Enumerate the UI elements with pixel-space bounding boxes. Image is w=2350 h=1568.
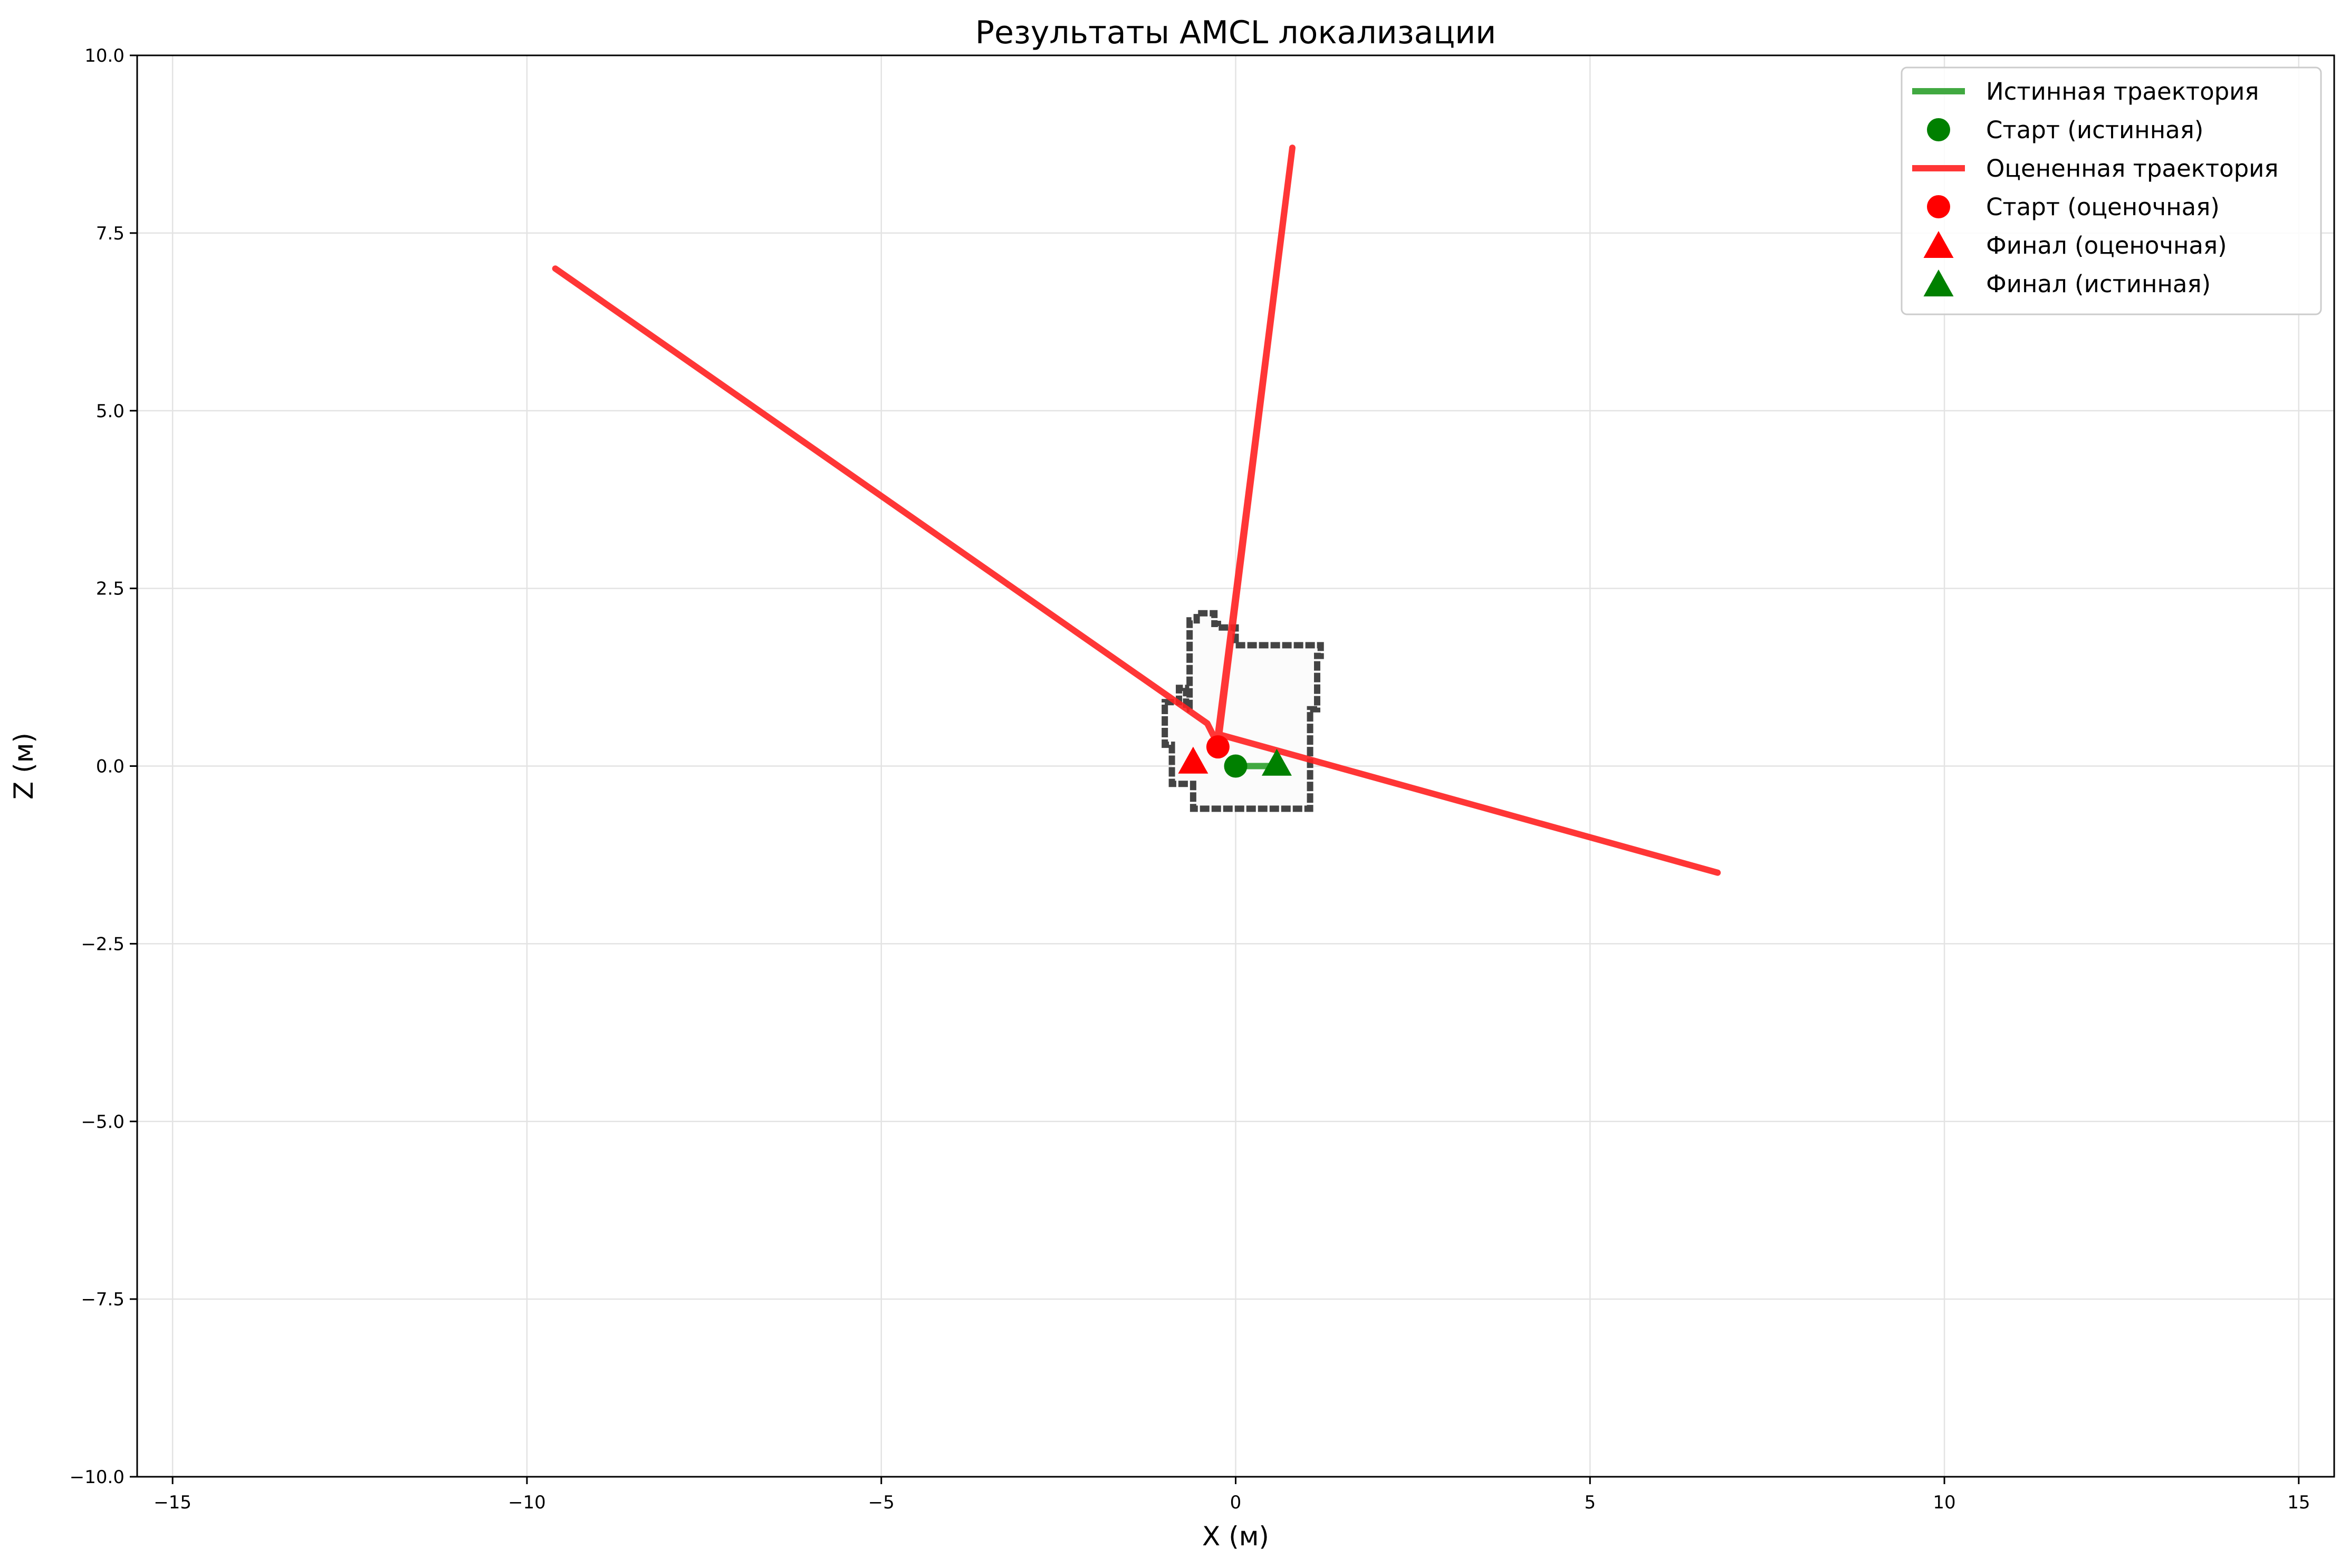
legend-triangle-swatch bbox=[1923, 270, 1954, 296]
x-tick-label: 15 bbox=[2287, 1492, 2310, 1513]
legend-box bbox=[1901, 66, 2322, 315]
x-tick-label: −15 bbox=[154, 1492, 191, 1513]
x-tick-label: −10 bbox=[508, 1492, 546, 1513]
chart-title: Результаты AMCL локализации bbox=[975, 14, 1496, 51]
series-layer bbox=[552, 145, 1721, 876]
y-tick-label: 2.5 bbox=[96, 579, 124, 600]
x-ticks: −15 −10 −5 0 5 10 15 bbox=[154, 1477, 2310, 1513]
y-tick-label: −5.0 bbox=[81, 1111, 124, 1132]
legend-circle-swatch bbox=[1927, 118, 1950, 141]
marker-circle bbox=[1206, 735, 1230, 759]
map-outline bbox=[1162, 610, 1324, 812]
legend-entry-label: Финал (оценочная) bbox=[1986, 232, 2227, 259]
y-tick-label: 0.0 bbox=[96, 756, 124, 777]
marker-triangle bbox=[1261, 748, 1292, 776]
x-tick-label: −5 bbox=[868, 1492, 895, 1513]
legend-circle-swatch bbox=[1927, 195, 1950, 218]
x-tick-label: 5 bbox=[1584, 1492, 1596, 1513]
series-line bbox=[552, 145, 1721, 876]
marker-circle bbox=[1224, 754, 1248, 778]
y-axis-label: Z (м) bbox=[8, 733, 39, 800]
y-tick-label: 10.0 bbox=[84, 45, 124, 66]
y-tick-label: 7.5 bbox=[96, 223, 124, 244]
legend-entry-label: Старт (оценочная) bbox=[1986, 193, 2220, 221]
legend-entry-label: Финал (истинная) bbox=[1986, 270, 2211, 298]
legend-entry-label: Старт (истинная) bbox=[1986, 116, 2203, 144]
x-tick-label: 0 bbox=[1230, 1492, 1242, 1513]
legend-triangle-swatch bbox=[1923, 231, 1954, 258]
legend-entry-label: Оцененная траектория bbox=[1986, 155, 2278, 182]
y-tick-label: −7.5 bbox=[81, 1289, 124, 1310]
y-tick-label: −10.0 bbox=[70, 1467, 124, 1488]
y-tick-label: −2.5 bbox=[81, 934, 124, 955]
marker-triangle bbox=[1178, 746, 1208, 774]
x-axis-label: X (м) bbox=[1202, 1521, 1269, 1552]
x-tick-label: 10 bbox=[1933, 1492, 1955, 1513]
y-tick-label: 5.0 bbox=[96, 401, 124, 422]
y-ticks: −10.0 −7.5 −5.0 −2.5 0.0 2.5 5.0 7.5 10.0 bbox=[70, 45, 137, 1488]
legend: Истинная траектория Старт (истинная) Оцене… bbox=[1901, 66, 2322, 315]
legend-entry-label: Истинная траектория bbox=[1986, 78, 2259, 105]
